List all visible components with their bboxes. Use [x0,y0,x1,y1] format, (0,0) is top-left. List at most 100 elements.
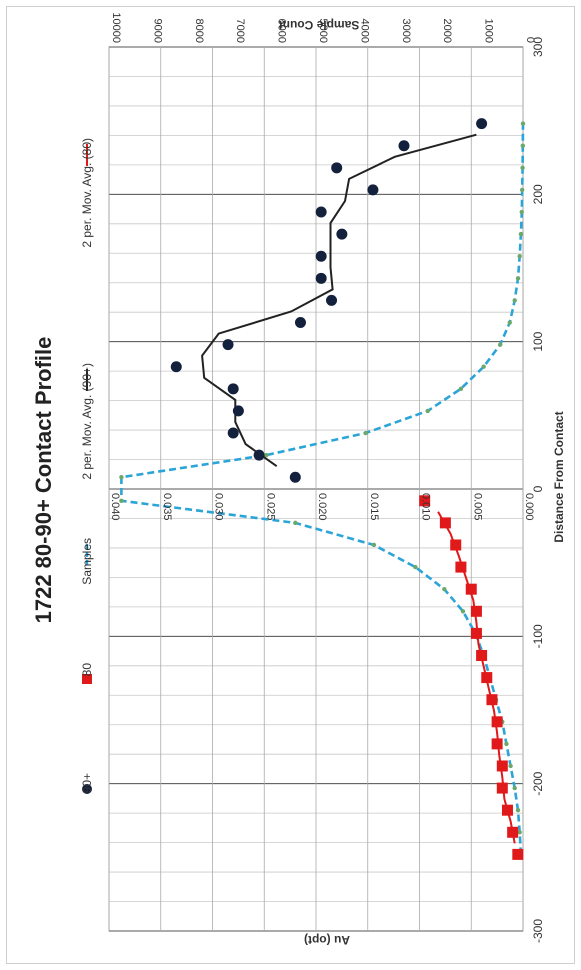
point-80 [470,627,482,639]
point-90plus [227,383,239,395]
y-tick-label: 0.040 [109,493,121,521]
samples-marker [515,807,521,813]
samples-marker [520,121,526,126]
y-tick-label: 0.020 [316,493,328,521]
y-tick-label: 0.015 [368,493,380,521]
samples-marker [498,342,503,347]
samples-marker [520,165,525,171]
samples-marker [519,187,525,193]
samples-marker [371,542,377,548]
point-80 [455,561,467,573]
samples-marker [460,609,466,614]
point-90plus [331,162,343,174]
samples-marker [119,475,124,480]
point-80 [496,760,508,772]
point-90plus [315,272,327,284]
point-80 [512,848,524,860]
chart-title: 1722 80-90+ Contact Profile [31,337,56,624]
y-tick-label: 0.010 [420,493,432,521]
y-tick-label: 0.030 [213,493,225,521]
x-axis-label: Distance From Contact [552,411,566,542]
legend-item: Samples [80,538,94,585]
x-tick-label: 200 [531,184,545,204]
samples-marker [413,564,418,570]
samples-marker [512,298,517,303]
legend-label: 2 per. Mov. Avg. (90+) [80,363,94,480]
samples-marker [512,785,517,791]
y-tick-label: 0.000 [523,493,535,521]
legend-item: 2 per. Mov. Avg. (80) [80,138,94,248]
y2-tick-label: 8000 [193,19,205,43]
tick-labels: -300 -200 -100 0 100 200 300 0.000 0.005 0.010 0.0… [109,12,545,943]
point-80 [476,649,488,661]
legend-swatch [82,674,92,684]
y2-tick-label: 6000 [276,19,288,43]
legend-item: 90+ [80,773,94,794]
point-80 [450,539,462,551]
samples-line [120,123,525,855]
y2-tick-label: 2000 [441,19,453,43]
point-90plus [232,405,244,417]
point-80 [481,672,493,684]
samples-marker [515,276,521,281]
y2-tick-label: 0 [524,37,536,43]
y-tick-label: 0.005 [471,493,483,521]
point-90plus [170,361,182,373]
samples-marker [520,143,525,148]
grid-lines [108,46,524,932]
x-tick-label: 300 [531,37,545,57]
y2-axis-label: Sample Count [279,18,360,32]
legend: 90+ 80 Samples 2 per. Mov. Avg. (90+) 2 per.… [80,138,94,794]
point-80 [501,804,513,816]
point-90plus [326,294,338,306]
samples-marker [504,741,509,747]
point-90plus [253,449,265,461]
x-tick-label: -100 [531,624,545,648]
y2-tick-label: 1000 [483,19,495,43]
legend-label: 90+ [80,773,94,793]
legend-label: 80 [80,663,94,677]
point-80 [419,495,431,507]
samples-marker [363,430,368,436]
y2-tick-label: 3000 [400,19,412,43]
y-axis-label: Au (opt) [304,933,350,947]
y2-tick-label: 5000 [317,19,329,43]
samples-marker [519,209,524,215]
y2-tick-label: 7000 [234,19,246,43]
point-80 [465,583,477,595]
point-80 [439,517,451,529]
point-80 [491,716,503,728]
point-90plus [315,206,327,218]
point-90plus [476,118,488,130]
samples-marker [425,408,430,414]
y-tick-label: 0.025 [264,493,276,521]
point-80 [470,605,482,617]
samples-marker [517,254,522,259]
point-90plus [398,140,410,152]
point-80 [507,826,519,838]
legend-label: 2 per. Mov. Avg. (80) [80,138,94,248]
samples-marker [264,452,269,458]
samples-marker [481,364,486,369]
y2-tick-label: 9000 [151,19,163,43]
y2-tick-label: 4000 [358,19,370,43]
contact-profile-chart: -300 -200 -100 0 100 200 300 0.000 0.005 0.010 0.0… [31,12,566,947]
chart-frame: -300 -200 -100 0 100 200 300 0.000 0.005 0.010 0.0… [6,6,575,964]
samples-marker [508,763,513,769]
x-tick-label: -200 [531,771,545,795]
point-90plus [367,184,379,196]
samples-marker [442,586,447,592]
x-tick-label: -300 [531,919,545,943]
point-80 [496,782,508,794]
samples-marker [518,231,524,237]
point-80 [486,694,498,706]
legend-item: 80 [80,663,94,684]
samples-marker [507,320,512,325]
samples-marker [458,386,464,392]
point-90plus [294,317,306,329]
series-layer [119,118,526,860]
point-90plus [222,339,234,351]
y2-tick-label: 10000 [110,12,122,43]
samples-marker [293,520,298,526]
point-90plus [227,427,239,439]
